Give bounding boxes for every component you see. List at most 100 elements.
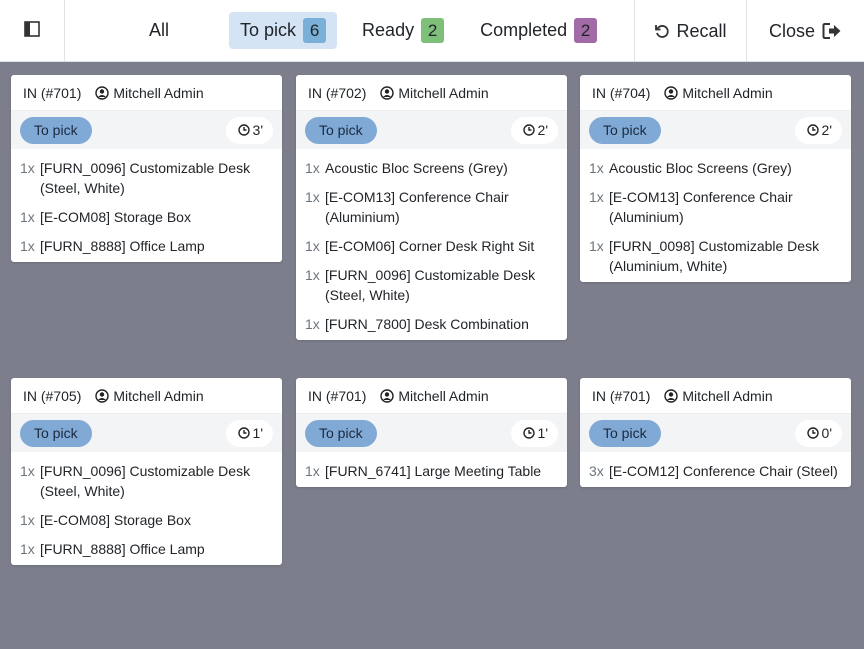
responsible-user: Mitchell Admin xyxy=(380,84,489,101)
line-product: [E-COM06] Corner Desk Right Sit xyxy=(325,238,535,254)
line-qty: 1x xyxy=(589,160,604,176)
responsible-user: Mitchell Admin xyxy=(380,387,489,404)
user-circle-icon xyxy=(664,388,679,403)
line-product: [E-COM08] Storage Box xyxy=(40,209,191,225)
line-qty: 1x xyxy=(305,189,320,205)
elapsed-time: 1' xyxy=(510,419,558,447)
order-line[interactable]: 3x [E-COM12] Conference Chair (Steel) xyxy=(580,456,851,485)
line-qty: 1x xyxy=(305,160,320,176)
order-line[interactable]: 1x [FURN_0096] Customizable Desk (Steel, … xyxy=(11,456,282,505)
order-line[interactable]: 1x [FURN_0098] Customizable Desk (Alumini… xyxy=(580,231,851,280)
order-card[interactable]: IN (#702) Mitchell Admin To pick 2' 1x Ac… xyxy=(296,75,567,340)
tab-ready[interactable]: Ready 2 xyxy=(351,12,455,49)
order-line[interactable]: 1x [E-COM13] Conference Chair (Aluminium) xyxy=(296,182,567,231)
order-line[interactable]: 1x [E-COM08] Storage Box xyxy=(11,505,282,534)
card-header: IN (#701) Mitchell Admin xyxy=(11,75,282,111)
status-badge: To pick xyxy=(305,116,377,144)
responsible-user: Mitchell Admin xyxy=(95,85,204,101)
line-qty: 1x xyxy=(20,463,35,479)
line-product: [FURN_0096] Customizable Desk (Steel, Wh… xyxy=(40,463,251,499)
close-button[interactable]: Close xyxy=(746,0,864,62)
status-row: To pick 2' xyxy=(580,111,851,149)
line-qty: 1x xyxy=(305,463,320,479)
close-label: Close xyxy=(768,20,816,41)
tab-completed[interactable]: Completed 2 xyxy=(469,12,608,49)
card-header: IN (#702) Mitchell Admin xyxy=(296,75,567,111)
order-line[interactable]: 1x [FURN_8888] Office Lamp xyxy=(11,231,282,260)
order-line[interactable]: 1x [E-COM13] Conference Chair (Aluminium) xyxy=(580,182,851,231)
user-name: Mitchell Admin xyxy=(398,387,489,404)
line-product: [E-COM12] Conference Chair (Steel) xyxy=(609,463,838,479)
status-badge: To pick xyxy=(589,116,661,144)
tab-all[interactable]: All xyxy=(138,12,180,49)
elapsed-time: 0' xyxy=(794,419,842,447)
status-badge: To pick xyxy=(20,116,92,144)
order-line[interactable]: 1x Acoustic Bloc Screens (Grey) xyxy=(580,153,851,182)
responsible-user: Mitchell Admin xyxy=(664,85,773,101)
top-bar: All To pick 6 Ready 2 Completed 2 Recall… xyxy=(0,0,864,62)
user-name: Mitchell Admin xyxy=(113,387,204,404)
order-line[interactable]: 1x [E-COM08] Storage Box xyxy=(11,202,282,231)
order-line[interactable]: 1x Acoustic Bloc Screens (Grey) xyxy=(296,153,567,182)
user-circle-icon xyxy=(380,85,395,100)
line-qty: 1x xyxy=(20,512,35,528)
line-product: [FURN_6741] Large Meeting Table xyxy=(325,463,542,479)
line-product: [E-COM13] Conference Chair (Aluminium) xyxy=(325,189,509,225)
tab-label: To pick xyxy=(240,20,297,40)
order-reference: IN (#704) xyxy=(592,84,651,101)
order-lines: 1x [FURN_0096] Customizable Desk (Steel, … xyxy=(11,149,282,262)
elapsed-time: 2' xyxy=(510,116,558,144)
tab-to-pick[interactable]: To pick 6 xyxy=(229,12,338,49)
recall-label: Recall xyxy=(676,20,727,41)
clock-icon xyxy=(237,427,250,439)
line-product: Acoustic Bloc Screens (Grey) xyxy=(325,160,508,176)
card-header: IN (#705) Mitchell Admin xyxy=(11,378,282,414)
order-line[interactable]: 1x [FURN_6741] Large Meeting Table xyxy=(296,456,567,485)
user-circle-icon xyxy=(95,85,110,100)
responsible-user: Mitchell Admin xyxy=(664,388,773,404)
elapsed-time: 3' xyxy=(225,116,273,144)
order-lines: 1x Acoustic Bloc Screens (Grey) 1x [E-COM1… xyxy=(580,149,851,282)
order-reference: IN (#701) xyxy=(308,387,367,404)
line-product: Acoustic Bloc Screens (Grey) xyxy=(609,160,792,176)
line-qty: 3x xyxy=(589,463,604,479)
line-product: [E-COM08] Storage Box xyxy=(40,512,191,528)
order-lines: 3x [E-COM12] Conference Chair (Steel) xyxy=(580,452,851,487)
clock-icon xyxy=(806,427,819,439)
clock-icon xyxy=(237,124,250,136)
order-line[interactable]: 1x [FURN_0096] Customizable Desk (Steel, … xyxy=(11,153,282,202)
order-reference: IN (#705) xyxy=(23,387,82,404)
order-reference: IN (#701) xyxy=(23,84,82,101)
order-card[interactable]: IN (#701) Mitchell Admin To pick 1' 1x [F… xyxy=(296,378,567,487)
panel-toggle-icon xyxy=(24,20,40,42)
order-card[interactable]: IN (#704) Mitchell Admin To pick 2' 1x Ac… xyxy=(580,75,851,282)
recall-button[interactable]: Recall xyxy=(634,0,746,62)
time-value: 2' xyxy=(537,122,548,138)
undo-icon xyxy=(654,23,670,39)
order-card[interactable]: IN (#701) Mitchell Admin To pick 3' 1x [F… xyxy=(11,75,282,262)
line-product: [FURN_7800] Desk Combination xyxy=(325,316,529,332)
elapsed-time: 2' xyxy=(794,116,842,144)
order-card[interactable]: IN (#705) Mitchell Admin To pick 1' 1x [F… xyxy=(11,378,282,565)
clock-icon xyxy=(522,427,535,439)
user-name: Mitchell Admin xyxy=(398,84,489,101)
line-qty: 1x xyxy=(305,316,320,332)
count-badge: 2 xyxy=(574,18,598,43)
status-row: To pick 0' xyxy=(580,414,851,452)
clock-icon xyxy=(806,124,819,136)
responsible-user: Mitchell Admin xyxy=(95,387,204,404)
order-line[interactable]: 1x [FURN_8888] Office Lamp xyxy=(11,534,282,563)
status-row: To pick 1' xyxy=(296,414,567,452)
order-reference: IN (#702) xyxy=(308,84,367,101)
line-qty: 1x xyxy=(305,267,320,283)
order-line[interactable]: 1x [FURN_7800] Desk Combination xyxy=(296,309,567,338)
line-product: [FURN_0096] Customizable Desk (Steel, Wh… xyxy=(40,160,251,196)
order-card[interactable]: IN (#701) Mitchell Admin To pick 0' 3x [E… xyxy=(580,378,851,487)
sidebar-toggle-button[interactable] xyxy=(0,0,65,62)
order-line[interactable]: 1x [E-COM06] Corner Desk Right Sit xyxy=(296,231,567,260)
user-circle-icon xyxy=(95,388,110,403)
order-line[interactable]: 1x [FURN_0096] Customizable Desk (Steel, … xyxy=(296,260,567,309)
line-product: [FURN_8888] Office Lamp xyxy=(40,541,205,557)
clock-icon xyxy=(522,124,535,136)
line-product: [FURN_0096] Customizable Desk (Steel, Wh… xyxy=(325,267,536,303)
